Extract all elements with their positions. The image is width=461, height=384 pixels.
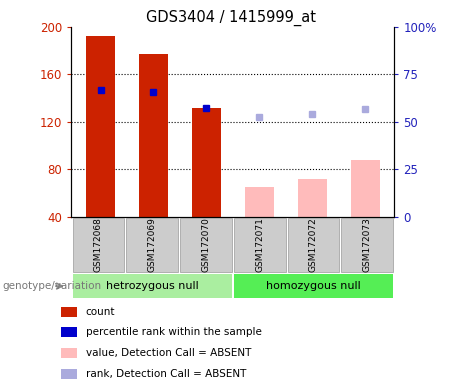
- Bar: [288, 218, 339, 271]
- Bar: [180, 218, 232, 271]
- Bar: [86, 36, 115, 217]
- Bar: [342, 218, 393, 271]
- Text: hetrozygous null: hetrozygous null: [106, 281, 199, 291]
- Text: value, Detection Call = ABSENT: value, Detection Call = ABSENT: [86, 348, 251, 358]
- Text: genotype/variation: genotype/variation: [2, 281, 101, 291]
- Bar: [139, 54, 168, 217]
- Bar: [298, 179, 327, 217]
- Text: GSM172070: GSM172070: [201, 217, 210, 272]
- Text: GSM172069: GSM172069: [148, 217, 157, 272]
- Text: GSM172068: GSM172068: [94, 217, 103, 272]
- Bar: [234, 274, 393, 298]
- Bar: [61, 328, 77, 338]
- Bar: [126, 218, 178, 271]
- Text: GDS3404 / 1415999_at: GDS3404 / 1415999_at: [146, 10, 315, 26]
- Bar: [72, 274, 232, 298]
- Text: GSM172073: GSM172073: [363, 217, 372, 272]
- Text: rank, Detection Call = ABSENT: rank, Detection Call = ABSENT: [86, 369, 246, 379]
- Bar: [245, 187, 274, 217]
- Text: GSM172071: GSM172071: [255, 217, 264, 272]
- Text: percentile rank within the sample: percentile rank within the sample: [86, 328, 261, 338]
- Text: count: count: [86, 307, 115, 317]
- Bar: [72, 218, 124, 271]
- Text: GSM172072: GSM172072: [309, 217, 318, 272]
- Bar: [61, 348, 77, 358]
- Bar: [61, 307, 77, 317]
- Bar: [350, 160, 379, 217]
- Text: homozygous null: homozygous null: [266, 281, 361, 291]
- Bar: [61, 369, 77, 379]
- Bar: [234, 218, 285, 271]
- Bar: [192, 108, 221, 217]
